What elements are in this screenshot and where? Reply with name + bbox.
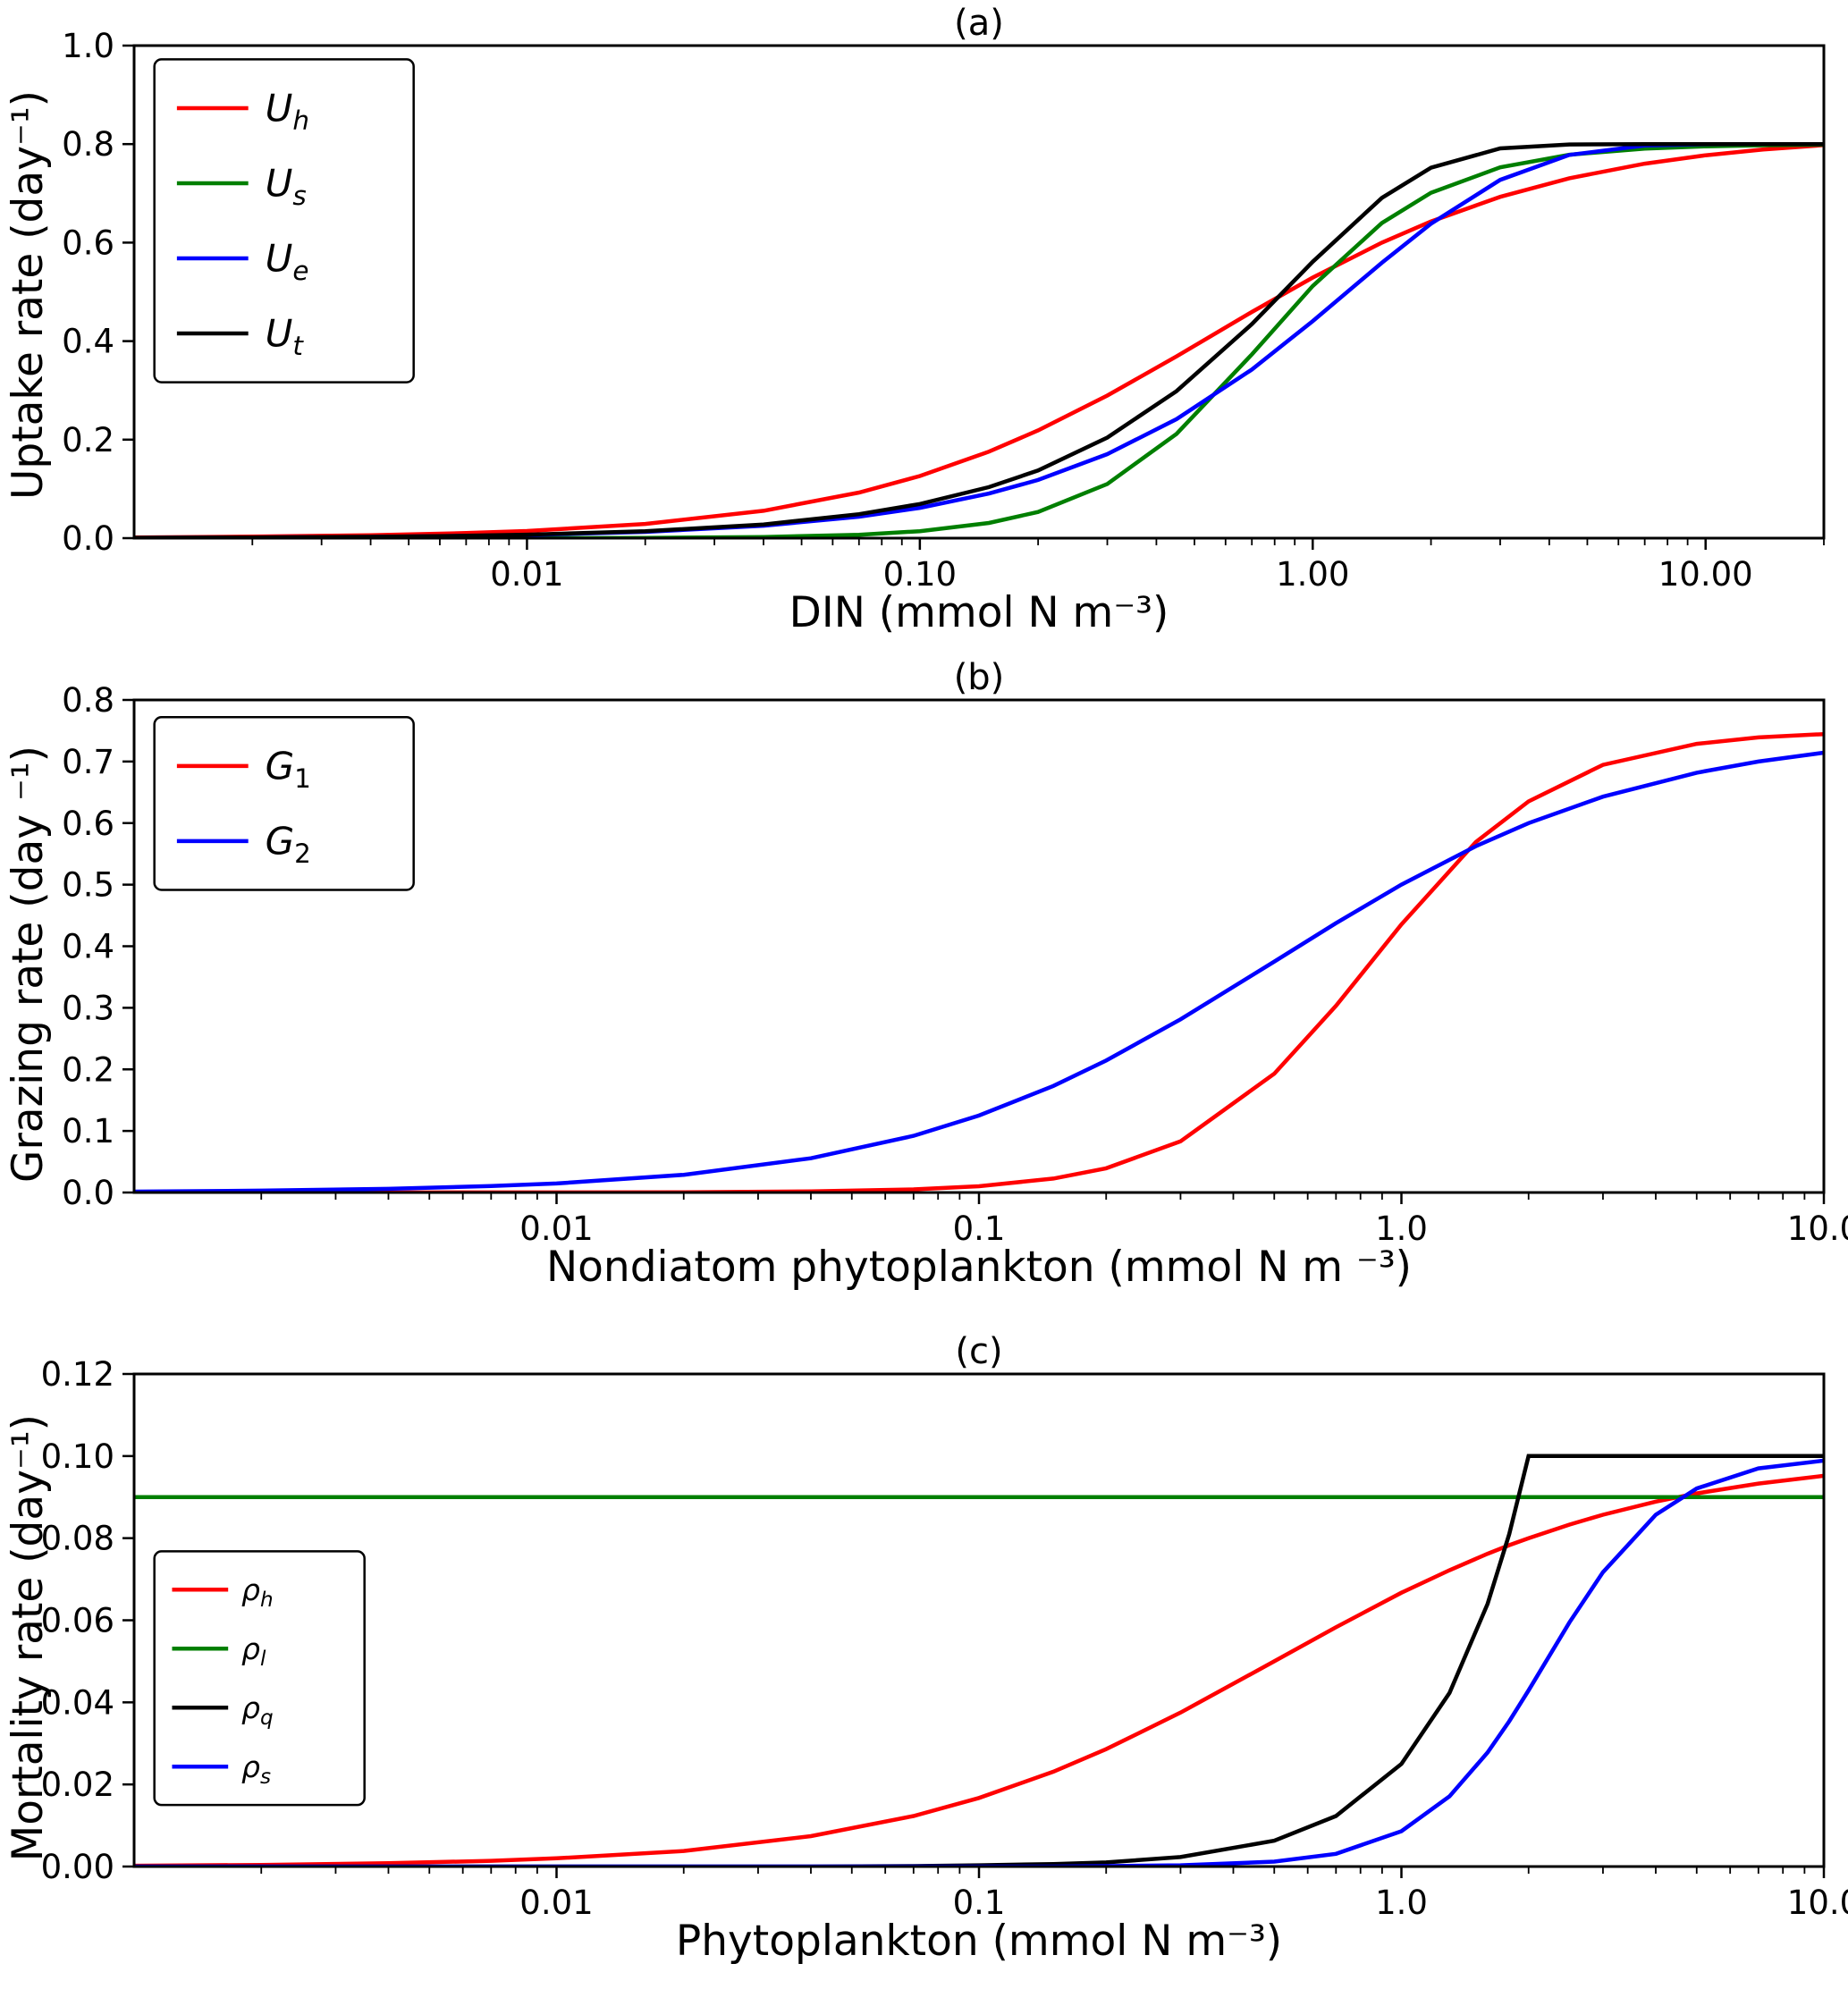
y-tick-label: 0.6 — [62, 223, 114, 262]
panel-b-xlabel: Nondiatom phytoplankton (mmol N m ⁻³) — [546, 1243, 1412, 1292]
series-q-line — [134, 1454, 1824, 1867]
x-tick-label: 0.1 — [953, 1884, 1006, 1922]
y-tick-label: 0.5 — [62, 866, 114, 905]
y-tick-label: 0.12 — [41, 1355, 114, 1394]
y-tick-label: 0.00 — [41, 1848, 114, 1886]
x-axis-ticks — [260, 1193, 1826, 1204]
y-tick-label: 0.7 — [62, 743, 114, 781]
panel-b: (b) Grazing rate (day ⁻¹) 0.01 0.1 1.0 10. 0… — [0, 658, 1848, 1314]
x-tick-label: 0.10 — [883, 555, 957, 594]
legend: G1 G2 — [153, 716, 415, 891]
x-tick-label: 0.01 — [519, 1884, 593, 1922]
y-tick-label: 0.08 — [41, 1520, 114, 1558]
x-tick-label: 1.00 — [1276, 555, 1349, 594]
y-tick-label: 0.8 — [62, 125, 114, 164]
x-axis-ticks — [260, 1867, 1826, 1878]
x-tick-label: 1.0 — [1375, 1209, 1428, 1248]
panel-c-plot: 0.01 0.1 1.0 10.0 0.00 0.02 0.04 0.06 0.08 0.10 0.… — [41, 1355, 1848, 1922]
legend-item-label: G2 — [266, 820, 311, 869]
x-tick-label: 10.0 — [1787, 1884, 1848, 1922]
panel-c-ylabel: Mortality rate (day⁻¹) — [3, 1414, 53, 1862]
panel-b-title: (b) — [953, 657, 1005, 698]
y-axis-ticks — [122, 44, 134, 540]
legend: ρh ρl ρq ρs — [153, 1550, 366, 1807]
legend-frame — [153, 58, 415, 383]
legend-item-label: Uh — [266, 87, 309, 136]
panel-a-title: (a) — [954, 3, 1004, 44]
y-tick-label: 0.0 — [62, 519, 114, 558]
y-tick-label: 0.02 — [41, 1766, 114, 1804]
panel-a-plot: 0.01 0.10 1.00 10.000.00.20.40.60.81.0UhUsU… — [62, 27, 1826, 594]
legend-item-label: Ut — [266, 312, 305, 361]
y-tick-label: 0.4 — [62, 928, 114, 966]
legend-item-label: ρs — [241, 1749, 271, 1789]
panel-b-ylabel: Grazing rate (day ⁻¹) — [3, 746, 53, 1183]
y-tick-label: 0.04 — [41, 1683, 114, 1722]
y-tick-label: 0.2 — [62, 1050, 114, 1089]
y-tick-label: 0.3 — [62, 989, 114, 1027]
y-axis-ticks — [122, 698, 134, 1194]
panel-c-xlabel: Phytoplankton (mmol N m⁻³) — [675, 1917, 1283, 1966]
y-tick-label: 0.6 — [62, 805, 114, 843]
x-tick-label: 10.0 — [1787, 1209, 1848, 1248]
series-Uh-line — [134, 143, 1824, 538]
x-tick-label: 10.00 — [1658, 555, 1753, 594]
y-axis-ticks — [122, 1372, 134, 1868]
x-tick-label: 0.01 — [519, 1209, 593, 1248]
panel-a: (a) Uptake rate (day⁻¹) 0.01 0.10 1.00 10.0… — [0, 4, 1848, 640]
y-tick-label: 0.1 — [62, 1112, 114, 1150]
y-tick-label: 0.0 — [62, 1174, 114, 1212]
panel-b-plot: 0.01 0.1 1.0 10.0 0.0 0.1 0.2 0.3 0.4 0.5 0.6 0.7 0.… — [62, 681, 1848, 1248]
axes-frame — [132, 44, 1826, 540]
legend: Uh Us Ue Ut — [153, 58, 415, 383]
panel-a-xlabel: DIN (mmol N m⁻³) — [789, 588, 1169, 637]
x-tick-label: 1.0 — [1375, 1884, 1428, 1922]
series-Ut-line — [134, 141, 1824, 538]
axes-frame — [132, 698, 1826, 1194]
y-tick-label: 0.06 — [41, 1602, 114, 1640]
legend-item-label: ρh — [241, 1572, 274, 1612]
series-s-line — [134, 1458, 1824, 1867]
x-tick-label: 0.1 — [953, 1209, 1006, 1248]
legend-frame — [153, 716, 415, 891]
panel-c: (c) Mortality rate (day⁻¹) 0.01 0.1 1.0 10.… — [0, 1332, 1848, 1989]
y-tick-label: 0.4 — [62, 323, 114, 361]
x-tick-label: 0.01 — [490, 555, 563, 594]
y-tick-label: 0.10 — [41, 1437, 114, 1476]
x-axis-ticks — [251, 538, 1825, 550]
legend-item-label: ρl — [241, 1631, 266, 1671]
y-tick-label: 1.0 — [62, 27, 114, 65]
series-group — [134, 1454, 1824, 1867]
legend-item-label: G1 — [266, 745, 311, 794]
figure: (a) Uptake rate (day⁻¹) 0.01 0.10 1.00 10.0… — [0, 4, 1848, 1965]
legend-item-label: Ue — [266, 237, 309, 286]
panel-a-ylabel: Uptake rate (day⁻¹) — [3, 90, 53, 501]
panel-c-title: (c) — [955, 1331, 1003, 1372]
series-G2-line — [134, 750, 1824, 1193]
legend-frame — [153, 1550, 366, 1807]
legend-item-label: Us — [266, 162, 307, 211]
y-tick-label: 0.2 — [62, 421, 114, 459]
axes-frame — [132, 1372, 1826, 1868]
y-tick-label: 0.8 — [62, 681, 114, 720]
legend-item-label: ρq — [241, 1690, 274, 1730]
series-h-line — [134, 1473, 1824, 1867]
